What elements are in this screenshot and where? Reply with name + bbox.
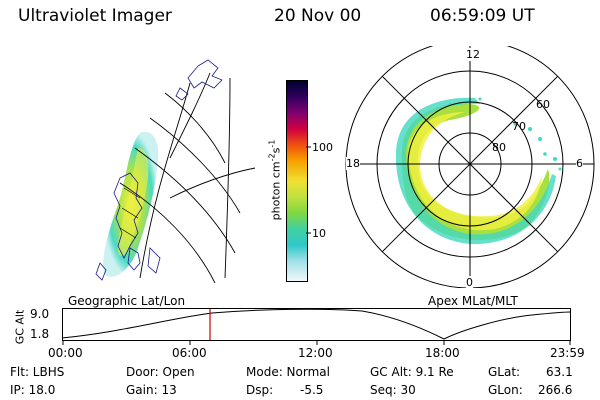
status-dsp: Dsp:: [246, 383, 274, 397]
mlt-label-0: 0: [466, 276, 473, 289]
status-seq: Seq: 30: [370, 383, 416, 397]
status-glat-value: 63.1: [546, 365, 573, 379]
status-mode: Mode: Normal: [246, 365, 330, 379]
instrument-title: Ultraviolet Imager: [18, 6, 172, 26]
geographic-map: [95, 59, 256, 284]
apex-title: Apex MLat/MLT: [428, 294, 518, 308]
status-glon: GLon:: [488, 383, 523, 397]
xtick-1800: 18:00: [425, 346, 460, 360]
latitude-lines: [119, 92, 241, 284]
unit-mid: s: [269, 147, 283, 154]
altitude-ylabel-wrap: GC Alt: [13, 309, 27, 345]
unit-sup2: -1: [267, 139, 277, 148]
mlt-label-6: 6: [576, 157, 583, 170]
geographic-title: Geographic Lat/Lon: [68, 294, 186, 308]
xtick-1200: 12:00: [298, 346, 333, 360]
xtick-0600: 06:00: [172, 346, 207, 360]
altitude-curve: [62, 308, 571, 340]
coastlines: [95, 59, 223, 281]
colorbar-tick-10: 10: [312, 227, 326, 240]
time-label: 06:59:09 UT: [430, 6, 535, 26]
xtick-0000: 00:00: [48, 346, 83, 360]
colorbar-tick-100: 100: [312, 141, 333, 154]
status-gc-alt: GC Alt: 9.1 Re: [370, 365, 454, 379]
polar-plot: [345, 46, 595, 288]
aurora-inner-geo: [117, 148, 149, 256]
mlt-lines: [346, 46, 594, 288]
lat-label-80: 80: [492, 141, 506, 154]
aurora-oval: [395, 97, 556, 245]
colorbar: [286, 80, 308, 282]
ytick-1-8: 1.8: [30, 327, 50, 341]
lat-label-60: 60: [536, 98, 550, 111]
unit-label: photon cm: [269, 161, 283, 221]
status-dsp-value: -5.5: [300, 383, 324, 397]
ytick-9: 9.0: [30, 307, 50, 321]
status-glon-value: 266.6: [538, 383, 573, 397]
mlt-label-12: 12: [465, 48, 481, 61]
altitude-ylabel: GC Alt: [13, 309, 27, 345]
xtick-2359: 23:59: [550, 346, 585, 360]
altitude-chart: [62, 308, 571, 345]
unit-sup1: -2: [267, 153, 277, 162]
status-glat: GLat:: [488, 365, 521, 379]
mlt-label-18: 18: [346, 157, 360, 170]
longitude-lines: [139, 72, 256, 279]
xtick-marks: [62, 340, 571, 345]
status-door: Door: Open: [126, 365, 195, 379]
status-ip: IP: 18.0: [10, 383, 56, 397]
status-flt: Flt: LBHS: [10, 365, 65, 379]
date-label: 20 Nov 00: [274, 6, 362, 26]
colorbar-unit: photon cm-2s-1: [267, 80, 283, 280]
status-gain: Gain: 13: [126, 383, 177, 397]
lat-label-70: 70: [512, 120, 526, 133]
aurora-dots: [448, 97, 562, 171]
